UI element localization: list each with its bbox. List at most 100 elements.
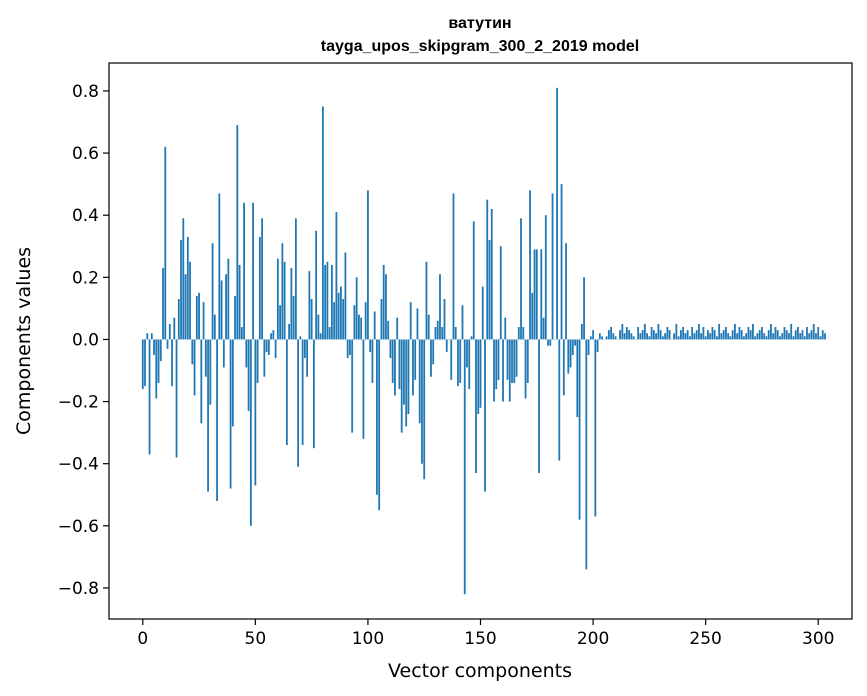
bar-103 — [373, 311, 376, 340]
bar-301 — [819, 336, 822, 340]
bar-89 — [342, 299, 345, 340]
bar-17 — [180, 240, 182, 340]
bar-143 — [463, 339, 466, 595]
bar-40 — [231, 339, 234, 427]
bar-250 — [704, 336, 707, 340]
bar-80 — [321, 106, 324, 340]
bar-102 — [371, 339, 374, 383]
bar-213 — [621, 323, 624, 340]
bar-6 — [155, 339, 158, 399]
bars-group — [141, 87, 826, 595]
bar-195 — [580, 323, 583, 340]
bar-26 — [200, 339, 203, 424]
bar-52 — [258, 236, 261, 340]
bar-53 — [261, 218, 263, 340]
bar-201 — [594, 339, 597, 517]
x-tick-label: 200 — [577, 629, 609, 649]
bar-131 — [436, 320, 439, 340]
bar-167 — [517, 327, 520, 340]
bar-92 — [349, 339, 351, 355]
x-tick-label: 150 — [464, 629, 496, 649]
bar-155 — [490, 208, 493, 340]
bar-152 — [484, 339, 486, 492]
bar-71 — [301, 339, 304, 446]
bar-264 — [736, 333, 739, 340]
bar-280 — [772, 333, 775, 340]
bar-119 — [409, 302, 412, 340]
bar-109 — [387, 320, 390, 340]
bar-241 — [684, 333, 687, 340]
y-tick-label: −0.2 — [58, 393, 99, 413]
bar-172 — [529, 190, 531, 340]
bar-2 — [146, 333, 149, 340]
bar-110 — [389, 339, 392, 359]
bar-60 — [276, 258, 279, 340]
bar-171 — [526, 339, 529, 383]
bar-125 — [423, 339, 426, 480]
bar-291 — [797, 327, 799, 340]
bar-252 — [709, 333, 712, 340]
bar-74 — [308, 271, 311, 340]
bar-144 — [466, 339, 468, 368]
bar-227 — [652, 330, 655, 340]
bar-97 — [360, 317, 363, 340]
bar-226 — [650, 327, 653, 340]
bar-274 — [758, 330, 761, 340]
bar-251 — [707, 330, 709, 340]
bar-283 — [779, 336, 781, 340]
bar-48 — [249, 339, 252, 526]
bar-218 — [632, 336, 635, 340]
bar-127 — [427, 314, 430, 340]
bar-217 — [630, 333, 633, 340]
x-tick-label: 50 — [245, 629, 267, 649]
bar-186 — [560, 184, 563, 340]
bar-122 — [416, 308, 419, 340]
bar-129 — [432, 339, 435, 365]
bar-106 — [380, 299, 383, 340]
bar-51 — [256, 339, 259, 383]
bar-298 — [812, 323, 815, 340]
bar-194 — [578, 339, 581, 520]
bar-287 — [788, 333, 790, 340]
bar-248 — [700, 333, 703, 340]
bar-86 — [335, 212, 338, 340]
bar-83 — [328, 327, 331, 340]
bar-133 — [441, 327, 444, 340]
bar-270 — [749, 330, 752, 340]
bar-111 — [391, 339, 394, 383]
bar-245 — [693, 333, 696, 340]
bar-296 — [808, 333, 811, 340]
bar-190 — [569, 339, 572, 368]
bar-281 — [774, 327, 777, 340]
bar-302 — [821, 330, 824, 340]
bar-147 — [472, 221, 475, 340]
bar-237 — [675, 323, 678, 340]
bar-47 — [247, 339, 250, 411]
bar-208 — [610, 327, 612, 340]
bar-35 — [220, 280, 223, 340]
bar-189 — [567, 339, 570, 374]
bar-179 — [544, 215, 547, 340]
bar-112 — [394, 339, 396, 396]
bar-14 — [173, 317, 176, 340]
y-tick-label: 0.8 — [72, 82, 99, 102]
x-tick-label: 300 — [802, 629, 834, 649]
bar-140 — [457, 339, 459, 387]
x-tick-label: 0 — [137, 629, 148, 649]
bar-25 — [198, 292, 200, 340]
bar-176 — [538, 339, 540, 474]
bar-22 — [191, 339, 194, 365]
bar-34 — [218, 193, 221, 340]
bar-273 — [756, 333, 759, 340]
bar-23 — [193, 339, 196, 396]
bar-93 — [351, 339, 354, 433]
bar-39 — [229, 339, 232, 489]
bar-249 — [702, 327, 705, 340]
bar-272 — [754, 336, 757, 340]
bar-262 — [731, 330, 734, 340]
bar-177 — [540, 249, 543, 340]
bar-207 — [607, 330, 610, 340]
bar-162 — [506, 339, 509, 380]
bar-156 — [493, 339, 495, 402]
bar-271 — [752, 323, 754, 340]
